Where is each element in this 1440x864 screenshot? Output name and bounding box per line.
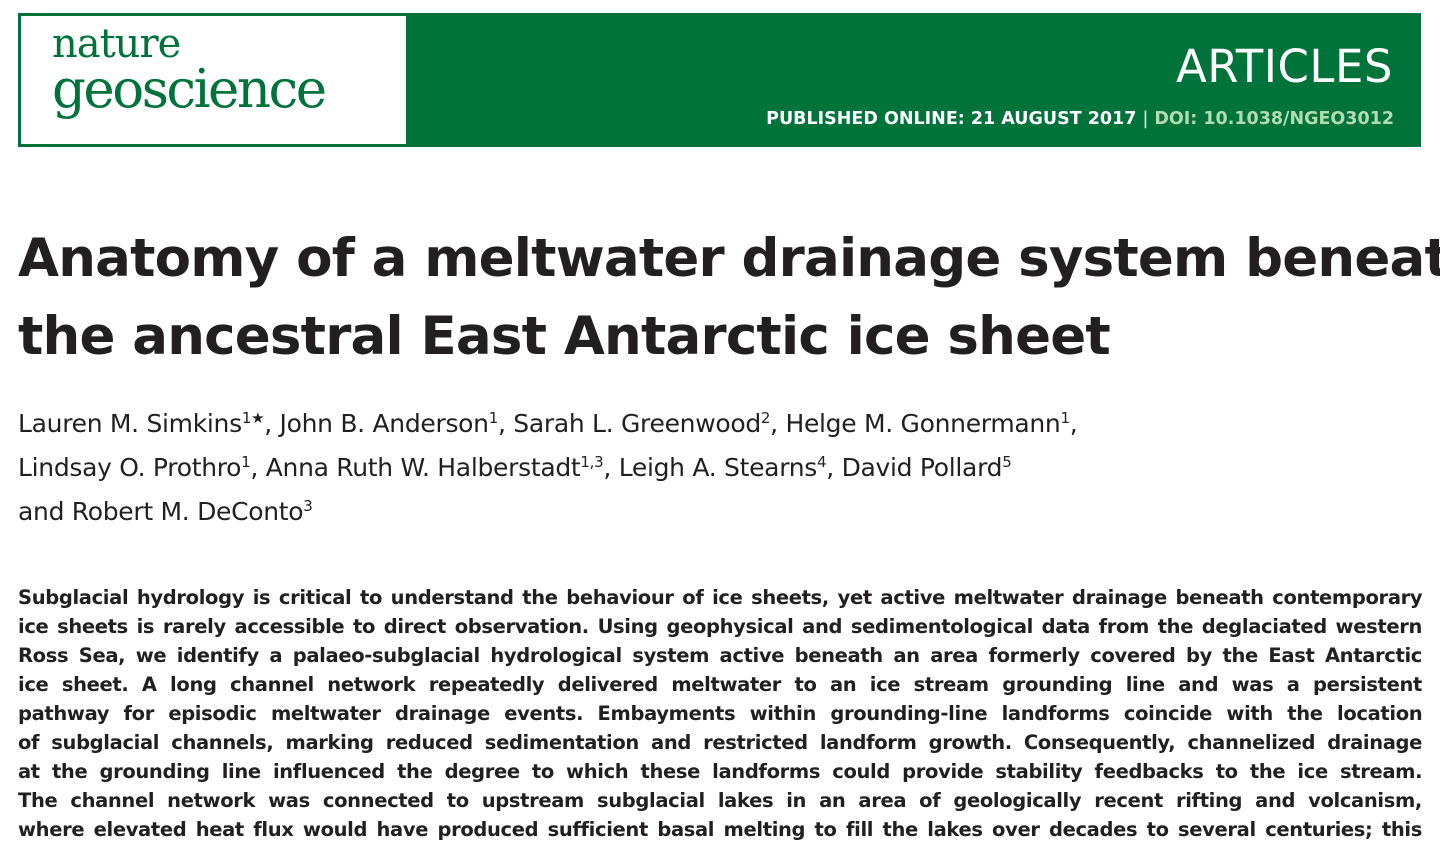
author-separator: , xyxy=(770,409,786,438)
abstract-line: of subglacial channels, marking reduced … xyxy=(18,731,1422,754)
author-name[interactable]: John B. Anderson xyxy=(279,409,490,438)
affiliation-marker[interactable]: 1 xyxy=(1060,409,1070,427)
author-separator: , xyxy=(826,453,842,482)
author-name[interactable]: Leigh A. Stearns xyxy=(618,453,818,482)
author-line: Lindsay O. Prothro1, Anna Ruth W. Halber… xyxy=(18,446,1428,490)
author-name[interactable]: Helge M. Gonnermann xyxy=(785,409,1061,438)
logo-word-nature: nature xyxy=(52,21,181,67)
affiliation-marker[interactable]: 1 xyxy=(488,409,499,427)
abstract-line: ice sheet. A long channel network repeat… xyxy=(18,673,1422,696)
author-name[interactable]: Lindsay O. Prothro xyxy=(18,453,242,482)
affiliation-marker[interactable]: 3 xyxy=(303,497,313,515)
author-name[interactable]: Sarah L. Greenwood xyxy=(513,409,761,438)
author-line: and Robert M. DeConto3 xyxy=(18,490,1428,534)
author-name[interactable]: David Pollard xyxy=(841,453,1003,482)
section-label: ARTICLES xyxy=(1175,40,1393,93)
author-separator: , xyxy=(250,453,266,482)
author-separator: , xyxy=(497,409,514,438)
doi-link[interactable]: DOI: 10.1038/NGEO3012 xyxy=(1154,109,1394,129)
abstract-line: where elevated heat flux would have prod… xyxy=(18,818,1422,841)
abstract: Subglacial hydrology is critical to unde… xyxy=(18,583,1422,844)
affiliation-marker[interactable]: 1,3 xyxy=(580,453,604,471)
abstract-line: ice sheets is rarely accessible to direc… xyxy=(18,615,1422,638)
author-separator: , xyxy=(1069,409,1078,438)
published-date: PUBLISHED ONLINE: 21 AUGUST 2017 xyxy=(766,109,1137,129)
author-name[interactable]: Anna Ruth W. Halberstadt xyxy=(265,453,581,482)
title-line: Anatomy of a meltwater drainage system b… xyxy=(18,228,1440,289)
affiliation-marker[interactable]: 4 xyxy=(817,453,827,471)
author-line: Lauren M. Simkins1★, John B. Anderson1, … xyxy=(18,402,1428,446)
logo-word-geoscience: geoscience xyxy=(52,59,327,120)
title-line: the ancestral East Antarctic ice sheet xyxy=(18,306,1111,367)
affiliation-marker[interactable]: 1★ xyxy=(241,409,265,427)
affiliation-marker[interactable]: 2 xyxy=(760,409,771,427)
journal-masthead: nature geoscience ARTICLES PUBLISHED ONL… xyxy=(18,13,1421,147)
affiliation-marker[interactable]: 5 xyxy=(1002,453,1012,471)
article-title: Anatomy of a meltwater drainage system b… xyxy=(18,220,1440,376)
affiliation-marker[interactable]: 1 xyxy=(241,453,251,471)
abstract-line: Subglacial hydrology is critical to unde… xyxy=(18,586,1422,609)
abstract-line: pathway for episodic meltwater drainage … xyxy=(18,702,1422,725)
author-list: Lauren M. Simkins1★, John B. Anderson1, … xyxy=(18,402,1428,534)
author-separator: , xyxy=(264,409,280,438)
author-separator: , xyxy=(603,453,619,482)
publication-info: PUBLISHED ONLINE: 21 AUGUST 2017 | DOI: 10… xyxy=(766,107,1394,131)
publication-separator: | xyxy=(1142,109,1149,129)
journal-logo[interactable]: nature geoscience xyxy=(21,16,406,144)
abstract-line: The channel network was connected to ups… xyxy=(18,789,1422,812)
abstract-line: Ross Sea, we identify a palaeo-subglacia… xyxy=(18,644,1422,667)
author-name[interactable]: and Robert M. DeConto xyxy=(18,497,304,526)
author-name[interactable]: Lauren M. Simkins xyxy=(18,409,242,438)
abstract-line: at the grounding line influenced the deg… xyxy=(18,760,1422,783)
